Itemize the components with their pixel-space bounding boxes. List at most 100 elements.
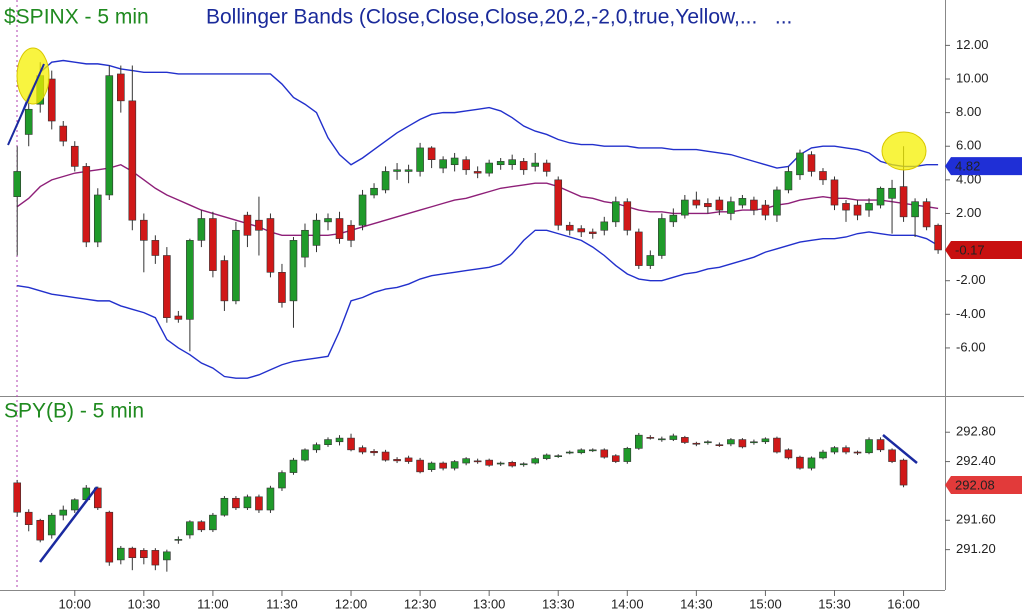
chart-title: SPY(B) - 5 min	[4, 400, 144, 423]
trend-line	[7, 63, 45, 146]
candle-body	[750, 441, 758, 444]
candle-body	[347, 224, 355, 241]
trend-line	[882, 434, 918, 464]
candle-body	[220, 497, 229, 516]
candle-body	[577, 449, 586, 454]
candle-body	[243, 214, 252, 236]
candle-body	[496, 161, 505, 166]
band-line	[16, 163, 939, 237]
candle-body	[830, 179, 839, 206]
candle-body	[681, 437, 689, 443]
candle-body	[508, 462, 516, 467]
candle-body	[658, 438, 666, 441]
candle-body	[888, 449, 896, 462]
last-value-label: 4.82	[955, 159, 980, 174]
candle-body	[24, 108, 33, 135]
x-tick-label: 14:30	[680, 596, 713, 611]
candle-body	[899, 459, 908, 486]
candle-body	[773, 189, 781, 216]
candle-body	[335, 218, 344, 239]
candle-body	[704, 441, 712, 444]
y-tick-label: 8.00	[956, 104, 981, 119]
candle-body	[358, 194, 367, 226]
candle-body	[588, 231, 597, 234]
candle-body	[531, 458, 540, 464]
y-tick-label: 291.20	[956, 541, 996, 556]
candle-body	[519, 161, 528, 171]
candle-body	[842, 203, 850, 211]
candle-body	[692, 442, 701, 445]
band-line	[16, 59, 939, 169]
candle-body	[807, 457, 816, 469]
candle-body	[669, 214, 678, 223]
candle-body	[727, 439, 735, 445]
candle-body	[347, 437, 355, 451]
candle-body	[117, 547, 125, 561]
y-tick-label: -4.00	[956, 306, 986, 321]
candle-body	[140, 550, 148, 559]
candle-body	[151, 550, 160, 566]
candle-body	[658, 218, 666, 256]
candle-body	[232, 497, 240, 509]
candle-body	[796, 152, 804, 176]
candle-body	[335, 437, 344, 443]
candle-body	[140, 219, 148, 241]
candle-body	[704, 203, 712, 208]
x-tick-label: 13:30	[542, 596, 575, 611]
candle-body	[163, 255, 171, 318]
candle-body	[542, 162, 551, 172]
x-tick-label: 16:00	[887, 596, 920, 611]
candle-body	[370, 187, 378, 196]
candle-body	[404, 457, 413, 462]
candle-body	[117, 73, 125, 102]
candle-body	[105, 511, 114, 563]
y-tick-label: 12.00	[956, 37, 989, 52]
candle-body	[82, 166, 91, 243]
candle-body	[128, 547, 137, 559]
candle-body	[577, 228, 586, 233]
chart-title: $SPINX - 5 min	[4, 6, 149, 29]
candle-body	[439, 159, 447, 169]
candle-body	[370, 451, 378, 454]
candle-body	[381, 451, 390, 461]
candle-body	[899, 186, 908, 218]
candle-body	[681, 199, 689, 216]
candle-body	[186, 521, 194, 536]
candle-body	[819, 451, 827, 459]
candle-body	[623, 448, 632, 462]
candle-body	[876, 187, 885, 206]
y-tick-label: 291.60	[956, 512, 996, 527]
candle-body	[635, 231, 643, 266]
candle-body	[450, 461, 459, 469]
y-tick-label: 6.00	[956, 138, 981, 153]
candle-body	[59, 509, 68, 516]
candle-body	[393, 169, 401, 172]
candle-body	[220, 260, 229, 302]
candle-body	[266, 487, 275, 511]
candle-body	[209, 218, 217, 271]
trend-line	[39, 486, 98, 563]
candle-body	[24, 511, 33, 525]
candle-body	[312, 219, 321, 246]
y-tick-label: -6.00	[956, 339, 986, 354]
candle-body	[255, 219, 263, 231]
candle-body	[105, 75, 114, 196]
candle-body	[911, 201, 919, 218]
candle-body	[324, 439, 332, 445]
candle-body	[151, 240, 160, 256]
candle-body	[611, 201, 620, 223]
candle-body	[427, 462, 436, 470]
candle-body	[508, 159, 516, 166]
candle-body	[853, 451, 862, 454]
candle-body	[830, 447, 839, 453]
candle-body	[635, 434, 643, 449]
candle-body	[565, 224, 574, 231]
candle-body	[209, 514, 217, 531]
candle-body	[738, 198, 747, 206]
candle-body	[163, 551, 171, 561]
candle-body	[186, 240, 194, 320]
candle-body	[358, 447, 367, 453]
candle-body	[922, 201, 931, 228]
candle-body	[692, 199, 701, 206]
